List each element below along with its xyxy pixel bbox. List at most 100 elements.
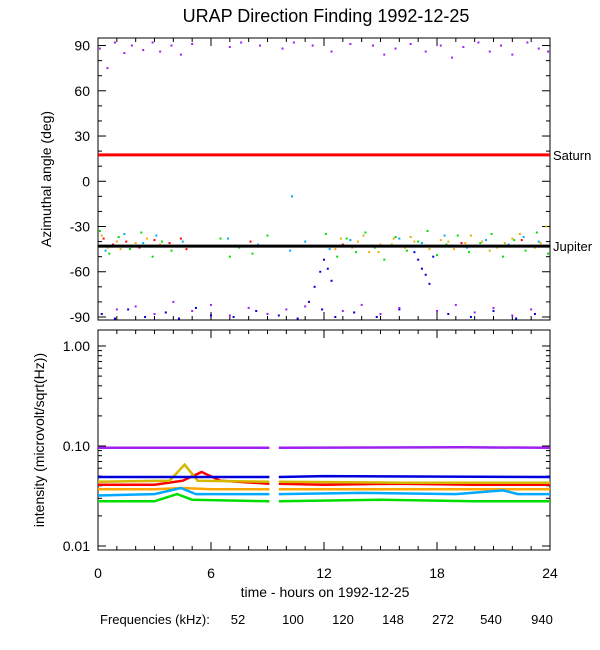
point-940khz — [266, 312, 269, 315]
point-940khz — [330, 50, 333, 53]
point-540khz — [515, 317, 518, 320]
point-940khz — [240, 41, 243, 44]
point-540khz — [164, 311, 167, 314]
point-52khz — [168, 242, 171, 245]
bottom-y-axis-title: intensity (microvolt/sqrt(Hz)) — [31, 353, 47, 527]
intensity-line-272khz — [278, 489, 550, 496]
point-148khz — [501, 255, 504, 258]
point-272khz — [522, 236, 525, 239]
point-940khz — [547, 50, 550, 53]
point-940khz — [394, 47, 397, 50]
intensity-line-148khz — [278, 498, 550, 503]
point-100khz — [392, 237, 395, 240]
point-148khz — [345, 237, 348, 240]
point-940khz — [537, 47, 540, 50]
point-272khz — [181, 240, 184, 243]
point-940khz — [159, 50, 162, 53]
point-148khz — [445, 243, 448, 246]
legend-entry-100khz: 100 — [282, 612, 304, 627]
point-940khz — [360, 303, 363, 306]
point-940khz — [191, 309, 194, 312]
point-120khz — [503, 242, 506, 245]
point-272khz — [349, 239, 352, 242]
point-52khz — [185, 248, 188, 251]
point-540khz — [277, 314, 280, 317]
reference-label-saturn: Saturn — [553, 148, 591, 163]
point-540khz — [330, 279, 333, 282]
point-272khz — [226, 237, 229, 240]
bottom-panel: 1.00 0.10 0.01 intensity (microvolt/sqrt(H… — [31, 329, 551, 554]
top-panel: 90 60 30 0 -30 -60 -90 Saturn Jupiter Azimuthal… — [38, 37, 593, 325]
point-940khz — [172, 300, 175, 303]
bottom-y-tick-label: 0.10 — [63, 438, 90, 454]
point-148khz — [436, 254, 438, 257]
point-148khz — [535, 231, 538, 234]
point-272khz — [466, 246, 469, 249]
point-272khz — [155, 234, 158, 237]
point-120khz — [351, 246, 354, 249]
point-148khz — [373, 246, 376, 249]
x-tick-label: 0 — [94, 565, 102, 581]
point-148khz — [219, 237, 222, 240]
point-148khz — [238, 246, 241, 249]
point-940khz — [379, 312, 382, 315]
point-940khz — [424, 50, 427, 53]
point-52khz — [112, 243, 115, 246]
point-540khz — [334, 315, 337, 318]
point-540khz — [398, 308, 401, 311]
intensity-line-148khz — [98, 492, 270, 503]
point-272khz — [123, 233, 126, 236]
point-940khz — [439, 44, 442, 47]
point-148khz — [426, 230, 429, 233]
point-940khz — [349, 43, 352, 46]
point-540khz — [533, 312, 536, 315]
frequency-legend: Frequencies (kHz): 52 100 120 148 272 540 940 — [100, 612, 553, 627]
point-100khz — [379, 243, 382, 246]
point-540khz — [353, 311, 356, 314]
point-148khz — [117, 236, 120, 239]
point-120khz — [377, 251, 380, 254]
point-148khz — [140, 231, 143, 234]
point-148khz — [417, 240, 420, 243]
point-540khz — [177, 317, 180, 320]
point-940khz — [115, 308, 118, 311]
intensity-line-272khz — [97, 486, 270, 497]
point-148khz — [479, 242, 482, 245]
top-y-tick-label: 90 — [74, 38, 90, 54]
point-120khz — [518, 233, 521, 236]
point-148khz — [355, 251, 358, 254]
point-940khz — [134, 305, 137, 308]
point-540khz — [127, 308, 130, 311]
top-y-tick-label: -60 — [70, 264, 90, 280]
point-272khz — [290, 195, 293, 198]
point-540khz — [194, 306, 197, 309]
point-940khz — [304, 305, 307, 308]
point-540khz — [424, 273, 427, 276]
point-540khz — [413, 251, 416, 254]
point-120khz — [469, 234, 472, 237]
point-540khz — [428, 282, 431, 285]
point-940khz — [492, 306, 495, 309]
chart-title: URAP Direction Finding 1992-12-25 — [183, 6, 470, 26]
point-148khz — [383, 258, 386, 261]
reference-label-jupiter: Jupiter — [553, 239, 593, 254]
point-120khz — [339, 237, 342, 240]
point-540khz — [492, 309, 495, 312]
point-120khz — [119, 248, 122, 251]
point-940khz — [98, 47, 101, 50]
point-100khz — [496, 246, 499, 249]
point-940khz — [341, 309, 344, 312]
legend-entry-52khz: 52 — [231, 612, 245, 627]
top-y-tick-label: -90 — [70, 309, 90, 325]
point-540khz — [375, 315, 378, 318]
top-y-tick-label: 30 — [74, 128, 90, 144]
x-tick-label: 18 — [429, 565, 445, 581]
point-148khz — [490, 233, 493, 236]
point-148khz — [98, 230, 101, 233]
legend-entry-940khz: 940 — [531, 612, 553, 627]
legend-entry-148khz: 148 — [382, 612, 404, 627]
point-100khz — [368, 251, 371, 254]
point-540khz — [100, 312, 103, 315]
point-148khz — [513, 239, 516, 242]
point-940khz — [123, 52, 126, 55]
